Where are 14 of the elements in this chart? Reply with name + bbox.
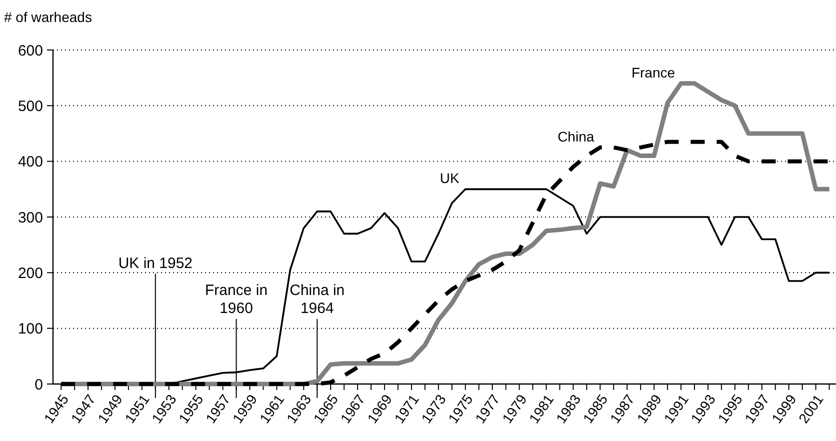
- y-tick-label: 600: [18, 42, 43, 60]
- ref-line-label: China in 1964: [290, 282, 345, 317]
- y-tick-label: 100: [18, 320, 43, 338]
- y-tick-label: 200: [18, 264, 43, 282]
- ref-line-label: France in 1960: [205, 282, 268, 317]
- series-label: UK: [440, 170, 460, 186]
- y-tick-label: 0: [34, 376, 43, 394]
- y-tick-label: 500: [18, 98, 43, 115]
- y-tick-label: 400: [18, 154, 43, 171]
- series-label: China: [558, 128, 594, 144]
- y-axis-title: # of warheads: [4, 9, 92, 25]
- y-tick-label: 300: [18, 209, 43, 226]
- series-label: France: [631, 64, 676, 80]
- ref-line-label: UK in 1952: [118, 254, 193, 272]
